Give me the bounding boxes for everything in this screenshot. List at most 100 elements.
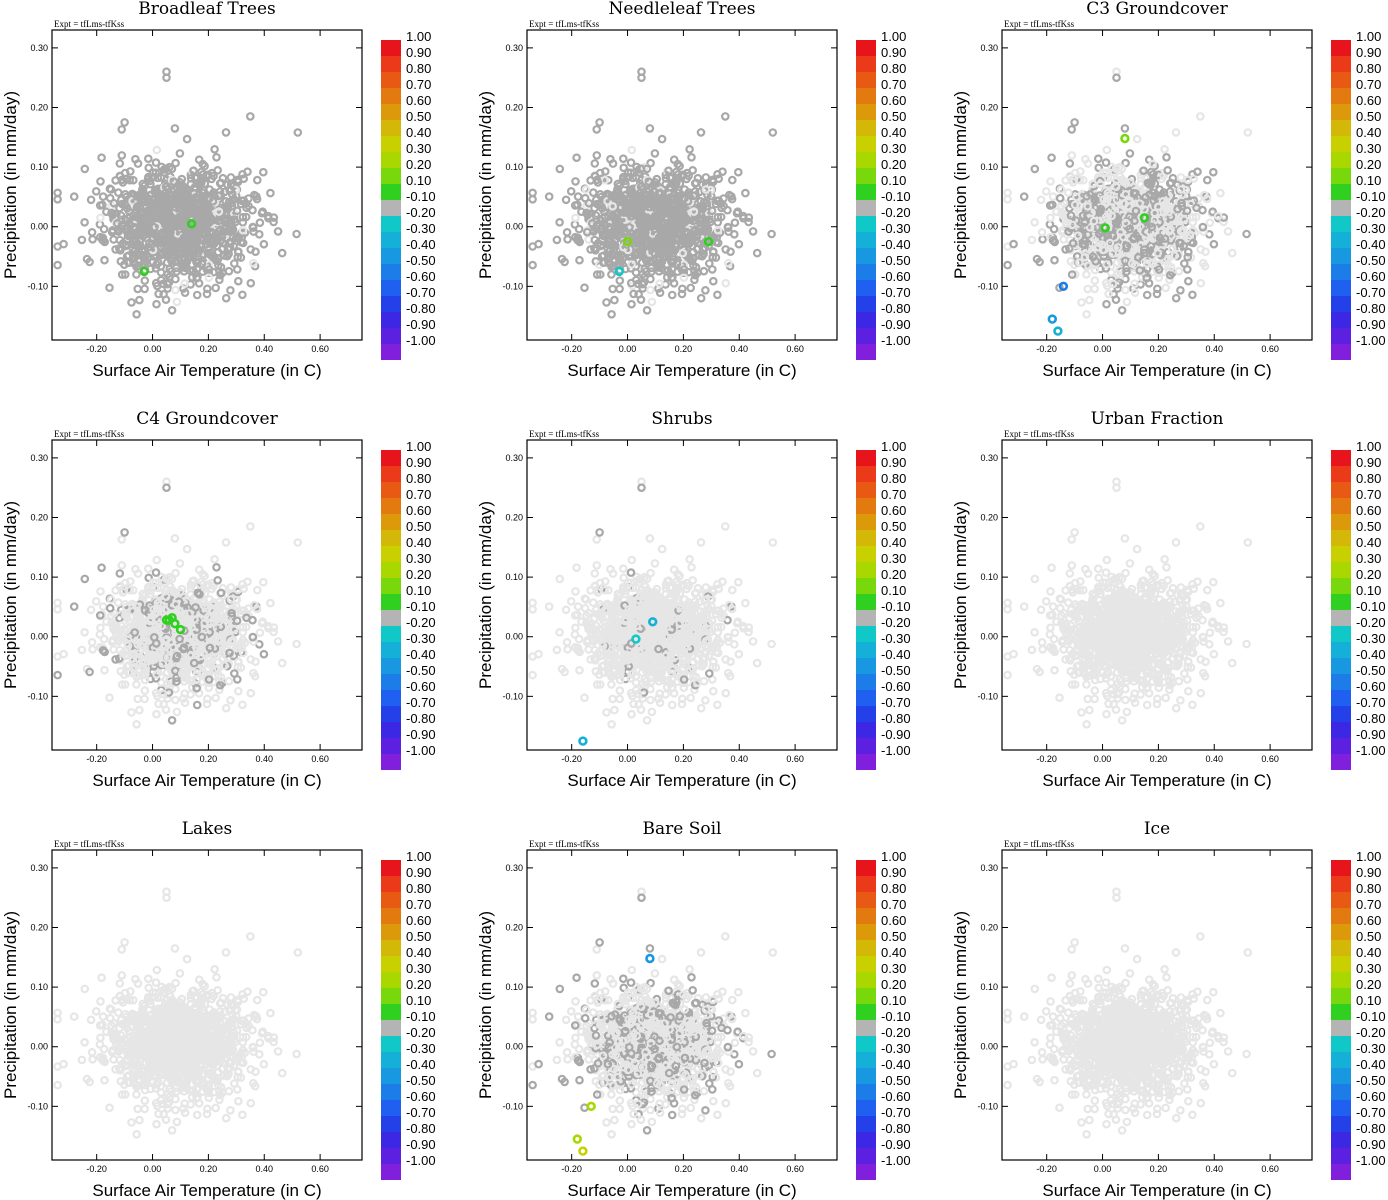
point-neutral	[1209, 239, 1219, 249]
colorbar-label: 0.80	[406, 61, 431, 76]
point-neutral	[246, 278, 256, 288]
point-neutral	[171, 158, 180, 168]
point-neutral	[230, 669, 239, 678]
point-background	[91, 596, 101, 606]
point-background	[1112, 258, 1122, 267]
point-background	[1161, 283, 1171, 293]
point-neutral	[197, 259, 207, 269]
point-neutral	[140, 196, 150, 205]
x-tick-label: 0.20	[675, 344, 693, 354]
point-neutral	[186, 174, 196, 183]
colorbar-swatch	[856, 296, 876, 312]
point-neutral	[202, 289, 212, 299]
point-neutral	[161, 295, 171, 305]
point-neutral	[121, 270, 130, 279]
point-neutral	[637, 73, 646, 83]
point-neutral	[232, 206, 242, 216]
colorbar-label: -1.00	[1356, 333, 1386, 348]
point-neutral	[645, 124, 655, 133]
point-neutral	[226, 185, 236, 194]
experiment-label: Expt = tfLms-tfKss	[529, 19, 600, 29]
point-neutral	[133, 202, 142, 211]
point-neutral	[696, 128, 706, 137]
point-neutral	[167, 190, 177, 200]
point-neutral	[152, 260, 161, 269]
point-background	[182, 544, 192, 554]
point-neutral	[170, 199, 179, 209]
point-neutral	[691, 178, 701, 188]
point-neutral	[767, 229, 776, 239]
point-neutral	[608, 284, 618, 294]
point-neutral	[230, 259, 239, 268]
point-background	[1196, 112, 1205, 121]
point-neutral	[127, 298, 136, 307]
y-tick-label: 0.10	[980, 162, 998, 172]
colorbar-swatch	[381, 152, 401, 168]
point-neutral	[212, 153, 221, 162]
colorbar-label: 0.40	[881, 125, 906, 140]
point-background	[86, 605, 96, 615]
point-neutral	[248, 222, 258, 232]
point-neutral	[221, 128, 231, 137]
point-neutral	[213, 575, 223, 585]
point-neutral	[209, 171, 218, 181]
point-neutral	[1049, 224, 1059, 234]
y-tick-label: -0.10	[502, 281, 523, 291]
point-background	[581, 185, 591, 194]
point-neutral	[1117, 305, 1127, 315]
point-neutral	[1193, 167, 1202, 177]
colorbar-swatch	[856, 120, 876, 136]
point-neutral	[726, 247, 735, 257]
colorbar-label: -0.20	[881, 205, 911, 220]
y-tick-label: 0.20	[505, 103, 523, 113]
point-neutral	[197, 222, 207, 232]
point-neutral	[1050, 255, 1059, 265]
colorbar-swatch	[381, 200, 401, 216]
point-background	[180, 698, 190, 708]
point-neutral	[53, 260, 62, 270]
colorbar-label: 0.40	[1356, 125, 1381, 140]
colorbar-label: -0.10	[1356, 189, 1386, 204]
point-neutral	[544, 192, 554, 201]
colorbar-swatch	[856, 216, 876, 232]
point-neutral	[156, 190, 165, 200]
point-neutral	[561, 195, 571, 205]
point-background	[96, 587, 105, 596]
point-neutral	[220, 251, 229, 260]
colorbar-label: 0.10	[406, 173, 431, 188]
point-neutral	[571, 177, 580, 186]
point-neutral	[1094, 154, 1103, 164]
point-background	[96, 623, 105, 633]
point-neutral	[152, 299, 161, 309]
colorbar-label: 0.40	[406, 125, 431, 140]
point-neutral	[221, 293, 231, 303]
point-neutral	[185, 266, 195, 275]
point-neutral	[163, 243, 173, 252]
point-neutral	[642, 305, 652, 315]
point-neutral	[580, 193, 590, 203]
point-background	[277, 658, 287, 668]
point-background	[152, 555, 162, 565]
plot-frame	[51, 29, 363, 341]
point-neutral	[236, 199, 246, 209]
point-background	[1160, 145, 1169, 154]
point-neutral	[266, 188, 275, 198]
colorbar-swatch	[856, 328, 876, 344]
point-neutral	[273, 227, 283, 236]
point-background	[1205, 218, 1215, 228]
colorbar-swatch	[1331, 56, 1351, 72]
point-neutral	[179, 234, 188, 244]
y-axis-label: Precipitation (in mm/day)	[476, 91, 495, 279]
colorbar-label: 1.00	[406, 29, 431, 44]
point-neutral	[138, 179, 148, 189]
point-neutral	[53, 195, 62, 204]
point-neutral	[192, 683, 202, 693]
point-neutral	[228, 225, 238, 235]
colorbar-swatch	[856, 232, 876, 248]
point-background	[234, 657, 243, 667]
colorbar-label: 0.80	[1356, 61, 1381, 76]
point-neutral	[130, 218, 140, 227]
point-neutral	[1003, 260, 1012, 270]
